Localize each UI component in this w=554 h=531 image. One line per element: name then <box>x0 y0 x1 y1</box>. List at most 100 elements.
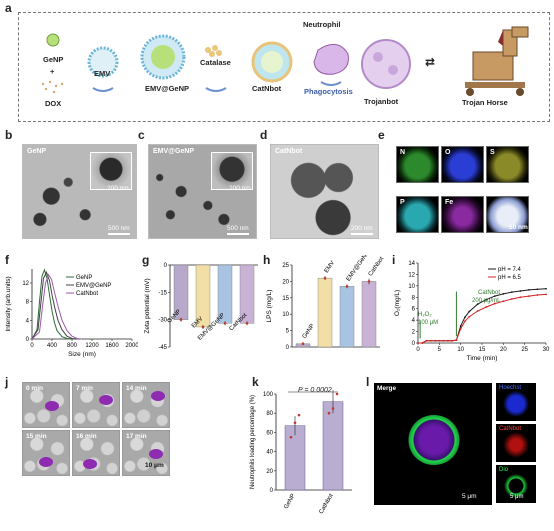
series-line <box>418 293 547 344</box>
x-tick-label: 5 <box>438 347 442 353</box>
eds-map-fe: Fe <box>441 196 484 233</box>
data-point <box>327 411 331 415</box>
timelapse-frame: 0 min <box>22 382 70 428</box>
series-line <box>31 271 78 340</box>
schematic <box>41 26 529 96</box>
y-tick-label: 4 <box>26 318 30 324</box>
label-neutrophil: Neutrophil <box>303 20 341 29</box>
data-point <box>502 292 505 295</box>
panel-c-letter: c <box>138 128 145 142</box>
x-tick-label: 25 <box>521 347 528 353</box>
panel-i-letter: i <box>392 253 396 267</box>
chart-h: 0 5 10 15 20 25 LPS (mg/L) GeNP EMV EMV@GeNPCatNb… <box>266 255 386 351</box>
panel-a-letter: a <box>5 1 12 15</box>
panel-a-frame <box>18 12 550 122</box>
data-point <box>434 339 436 342</box>
category-label: EMV <box>324 260 336 274</box>
data-point <box>331 407 335 410</box>
panel-h-letter: h <box>263 253 271 267</box>
category-label: CatNbot <box>319 493 335 515</box>
label-exchange-arrow: ⇄ <box>425 55 436 69</box>
category-label: GeNP <box>302 323 316 340</box>
x-tick-label: 400 <box>47 343 58 349</box>
y-tick-label: 0 <box>286 345 290 351</box>
timelapse-frame: 15 min <box>22 430 70 476</box>
data-point <box>464 320 466 323</box>
scale-text: 500 nm <box>108 225 130 232</box>
label-plus: + <box>50 67 55 76</box>
y-tick-label: 100 <box>263 392 274 398</box>
label-trojanbot: Trojanbot <box>364 97 399 106</box>
data-point <box>476 303 479 306</box>
label-catnbot: CatNbot <box>252 84 282 93</box>
data-point <box>442 339 445 342</box>
y-tick-label: 15 <box>282 296 289 302</box>
y-tick-label: 12 <box>408 272 415 278</box>
series-line <box>31 268 73 340</box>
tem-label: GeNP <box>27 148 47 155</box>
data-point <box>223 322 227 325</box>
data-point <box>297 413 301 417</box>
tem-catnbot: CatNbot 200 nm <box>270 144 379 239</box>
timelapse-frame: 7 min <box>72 382 120 428</box>
tem-emv-genp: EMV@GeNP 200 nm 500 nm <box>148 144 257 239</box>
chart-f: 0 4 8 12 0 400 800 1200 1600 2000 Size (nm) Intensi… <box>5 268 138 358</box>
catalase-icon <box>205 45 222 57</box>
data-point <box>545 293 547 296</box>
panel-l-letter: l <box>366 375 370 389</box>
data-point <box>493 302 496 305</box>
y-axis-label: Intensity (arb.units) <box>5 276 12 331</box>
label-catalase: Catalase <box>200 58 231 67</box>
data-point <box>335 392 339 396</box>
data-point <box>510 291 513 294</box>
dox-icon <box>41 80 64 94</box>
data-point <box>425 339 428 342</box>
data-point <box>451 339 454 342</box>
x-axis-label: Size (nm) <box>68 351 96 358</box>
x-tick-label: 1200 <box>85 343 99 349</box>
scale-bar <box>351 233 373 235</box>
scale-bar <box>227 233 249 235</box>
confocal-merge: Merge 5 μm <box>374 383 492 505</box>
y-tick-label: -15 <box>158 290 167 296</box>
data-point <box>536 294 539 296</box>
chart-i: 0 2 4 6 8 10 12 14 0 5 10 15 20 25 30 Time (min) O₂(mg/L… <box>394 261 550 362</box>
x-tick-label: 800 <box>67 343 78 349</box>
data-point <box>510 298 513 300</box>
y-tick-label: 20 <box>266 469 273 475</box>
data-point <box>464 316 466 319</box>
x-tick-label: 0 <box>416 347 420 353</box>
tem-inset <box>211 152 253 190</box>
legend-label: CatNbot <box>76 291 98 297</box>
data-point <box>459 324 462 327</box>
emv-icon <box>87 46 119 78</box>
y-tick-label: 40 <box>266 450 273 456</box>
data-point <box>438 339 441 342</box>
bar <box>317 277 333 348</box>
y-axis-label: O₂(mg/L) <box>394 290 401 316</box>
data-point <box>468 315 471 318</box>
inset-scale-text: 200 nm <box>229 185 251 192</box>
ann-h2o2-conc: 100 μM <box>418 320 439 326</box>
confocal-dio: Dio 5 μm <box>496 465 536 503</box>
panel-b-letter: b <box>5 128 13 142</box>
category-label: CatNbot <box>368 256 386 278</box>
data-point <box>485 306 488 308</box>
data-point <box>545 287 547 290</box>
y-axis-label: Zeta potential (mV) <box>144 278 151 333</box>
data-point <box>468 310 471 313</box>
y-axis-label: LPS (mg/L) <box>266 290 273 323</box>
y-tick-label: 4 <box>412 318 416 324</box>
label-emv-genp: EMV@GeNP <box>145 84 189 93</box>
merge-label: Merge <box>377 385 397 392</box>
y-tick-label: 25 <box>282 263 289 269</box>
timelapse-frame: 16 min <box>72 430 120 476</box>
panel-f-letter: f <box>5 253 9 267</box>
data-point <box>429 339 432 342</box>
scale-text: 5 μm <box>510 494 524 500</box>
scale-text: 50 nm <box>509 224 528 231</box>
x-tick-label: 2000 <box>125 343 138 349</box>
y-tick-label: 0 <box>412 341 416 347</box>
y-axis-label: Neutrophils loading percentage (%) <box>250 395 256 489</box>
panel-e-letter: e <box>378 128 385 142</box>
